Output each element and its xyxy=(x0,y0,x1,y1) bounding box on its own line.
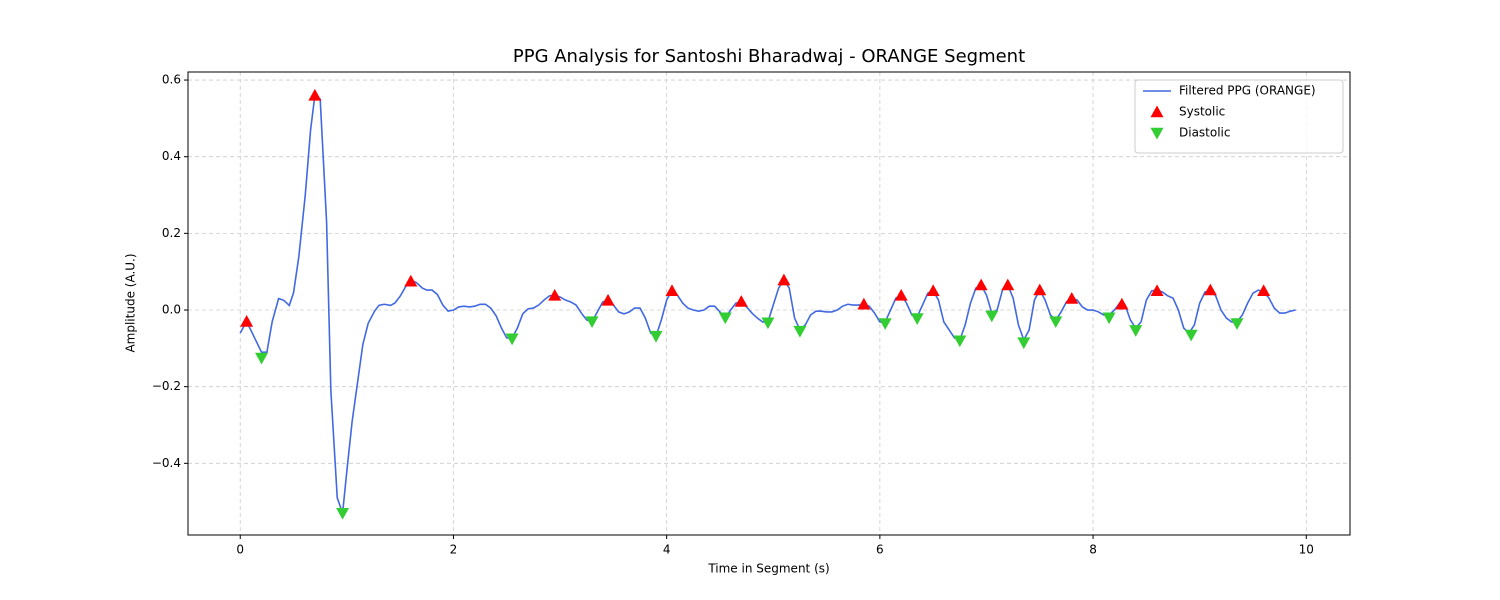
x-axis-label: Time in Segment (s) xyxy=(707,562,829,576)
systolic-marker xyxy=(601,293,615,306)
diastolic-marker xyxy=(953,335,967,348)
legend-swatch xyxy=(1150,105,1164,118)
x-tick-label: 10 xyxy=(1299,543,1314,557)
plot-area xyxy=(239,88,1296,520)
x-tick-label: 2 xyxy=(450,543,458,557)
systolic-marker xyxy=(404,274,418,287)
y-tick-label: 0.0 xyxy=(162,303,181,317)
systolic-marker xyxy=(1115,297,1129,310)
legend-label: Filtered PPG (ORANGE) xyxy=(1179,84,1316,98)
y-tick-label: 0.6 xyxy=(162,73,181,87)
legend-swatch xyxy=(1150,127,1164,140)
systolic-marker xyxy=(1203,283,1217,296)
x-tick-label: 4 xyxy=(663,543,671,557)
systolic-marker xyxy=(894,288,908,301)
systolic-marker xyxy=(548,288,562,301)
systolic-marker xyxy=(665,284,679,297)
chart-title: PPG Analysis for Santoshi Bharadwaj - OR… xyxy=(513,46,1025,67)
diastolic-marker xyxy=(1017,337,1031,350)
systolic-marker xyxy=(1033,283,1047,296)
legend-label: Systolic xyxy=(1179,105,1225,119)
diastolic-marker xyxy=(1184,329,1198,342)
legend: Filtered PPG (ORANGE) Systolic Diastolic xyxy=(1134,79,1344,154)
diastolic-marker xyxy=(505,333,519,346)
axes: 0 2 4 6 8 10 −0.4 −0.2 0.0 0.2 0.4 0.6 xyxy=(152,73,1314,557)
diastolic-marker xyxy=(985,310,999,323)
systolic-marker xyxy=(974,278,988,291)
y-tick-label: −0.4 xyxy=(152,456,181,470)
x-tick-label: 6 xyxy=(876,543,884,557)
diastolic-marker xyxy=(585,316,599,329)
systolic-marker xyxy=(308,88,322,101)
diastolic-marker xyxy=(1102,312,1116,325)
systolic-marker xyxy=(926,284,940,297)
systolic-marker xyxy=(734,295,748,307)
diastolic-marker xyxy=(910,313,924,325)
diastolic-marker xyxy=(336,507,350,520)
y-tick-label: 0.4 xyxy=(162,149,181,163)
y-tick-label: −0.2 xyxy=(152,379,181,393)
systolic-marker xyxy=(240,315,254,327)
axes-frame xyxy=(187,71,1351,536)
systolic-marker xyxy=(1257,284,1271,297)
diastolic-marker xyxy=(255,352,269,365)
diastolic-marker xyxy=(878,318,892,330)
legend-label: Diastolic xyxy=(1179,126,1231,140)
diastolic-marker xyxy=(1049,316,1063,329)
diastolic-marker xyxy=(793,325,807,338)
systolic-marker xyxy=(1001,278,1015,291)
x-tick-label: 0 xyxy=(236,543,244,557)
legend-box xyxy=(1134,79,1344,154)
systolic-marker xyxy=(857,297,871,310)
systolic-marker xyxy=(1065,292,1079,304)
y-axis-label: Amplitude (A.U.) xyxy=(124,253,138,352)
x-tick-label: 8 xyxy=(1089,543,1097,557)
diastolic-marker xyxy=(649,330,663,343)
diastolic-marker xyxy=(761,317,775,330)
diastolic-marker xyxy=(1230,318,1244,330)
systolic-marker xyxy=(777,273,791,286)
diastolic-marker xyxy=(1129,325,1143,337)
y-tick-label: 0.2 xyxy=(162,226,181,240)
diastolic-marker xyxy=(718,312,732,325)
systolic-marker xyxy=(1150,284,1164,297)
